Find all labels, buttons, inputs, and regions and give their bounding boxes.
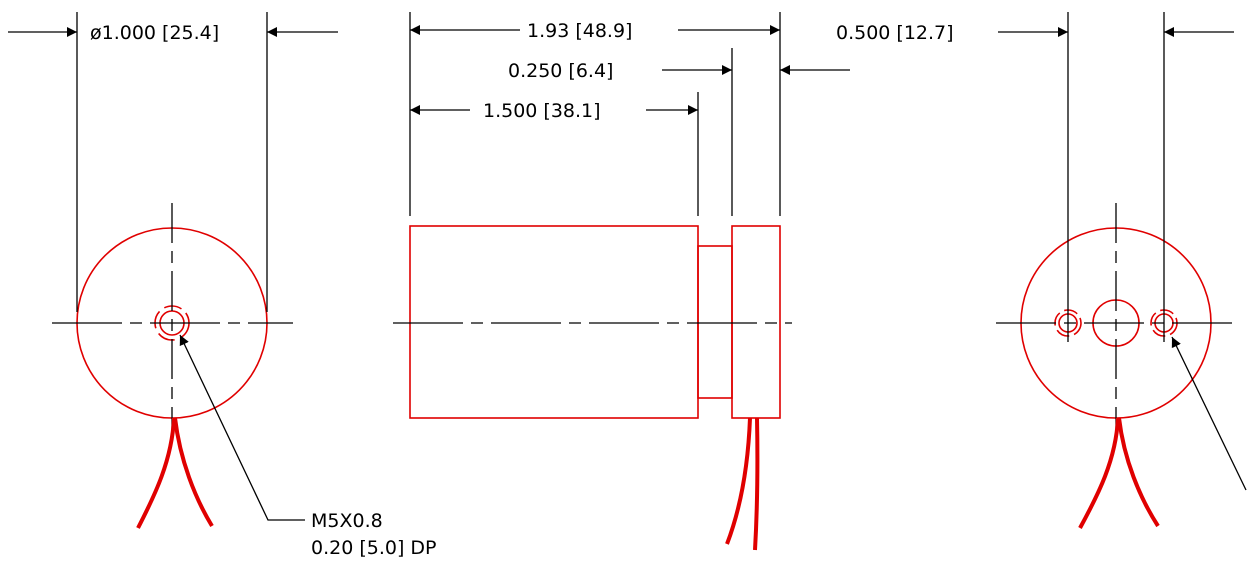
- side-body: [409, 225, 699, 419]
- side-lead-wire-a: [725, 417, 752, 545]
- dim-flange-label: 0.250 [6.4]: [508, 60, 613, 82]
- dim-diameter-label: ø1.000 [25.4]: [90, 22, 219, 44]
- callout-leader: [179, 334, 305, 521]
- right-lead-wire-a: [1078, 417, 1120, 529]
- left-lead-wire-a: [136, 417, 176, 529]
- callout-depth-label: 0.20 [5.0] DP: [311, 537, 437, 559]
- left-end-view: ø1.000 [25.4] M5X0.8 0.20 [5.0] DP: [8, 12, 437, 559]
- right-lead-wire-b: [1117, 417, 1160, 528]
- side-lead-wire-b: [753, 417, 760, 551]
- side-neck: [697, 245, 733, 399]
- side-view: 1.93 [48.9] 0.250 [6.4] 1.500 [38.1]: [393, 12, 850, 551]
- dim-body-label: 1.500 [38.1]: [483, 100, 601, 122]
- dim-spacing-label: 0.500 [12.7]: [836, 22, 954, 44]
- side-flange: [731, 225, 781, 419]
- dim-overall-label: 1.93 [48.9]: [527, 20, 632, 42]
- callout-thread-label: M5X0.8: [311, 510, 383, 532]
- left-lead-wire-b: [173, 417, 214, 528]
- right-hole-leader: [1171, 336, 1247, 491]
- right-end-view: 0.500 [12.7]: [836, 12, 1247, 529]
